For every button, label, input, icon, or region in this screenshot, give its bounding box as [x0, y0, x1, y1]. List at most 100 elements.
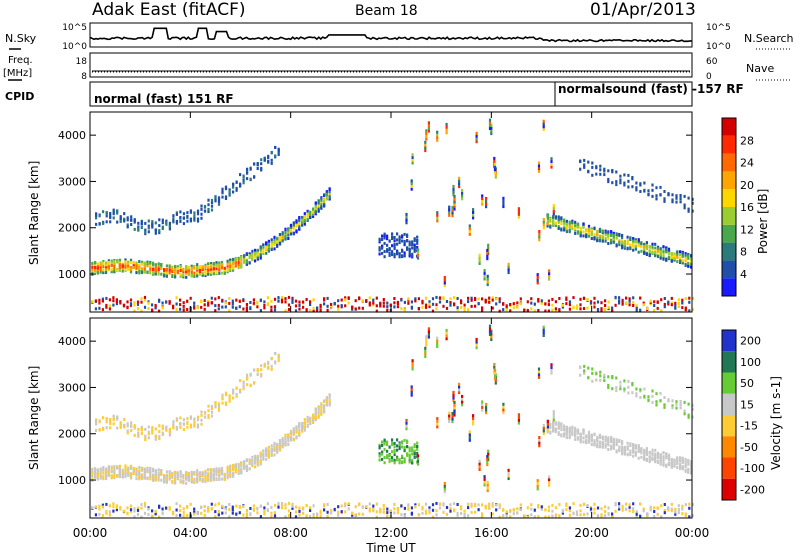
velocity-cell: [368, 509, 371, 513]
power-cell: [546, 224, 549, 228]
power-cell: [601, 229, 604, 233]
velocity-cell: [611, 387, 614, 391]
velocity-cell: [99, 476, 102, 480]
velocity-cell: [254, 460, 257, 463]
power-cell: [475, 134, 478, 138]
power-cell: [312, 213, 315, 217]
power-cell: [340, 304, 343, 308]
power-cell: [265, 245, 268, 249]
power-cell: [654, 251, 657, 255]
colorbar-swatch: [722, 415, 736, 437]
velocity-cell: [421, 505, 424, 509]
velocity-cell: [127, 466, 130, 470]
power-cell: [301, 216, 304, 220]
power-cell: [468, 232, 471, 236]
velocity-cell: [667, 458, 671, 461]
velocity-cell: [295, 435, 298, 439]
velocity-cell: [147, 425, 150, 429]
velocity-cell: [407, 503, 410, 507]
power-cell: [571, 224, 574, 228]
power-cell: [659, 252, 662, 255]
velocity-cell: [187, 479, 190, 482]
power-cell: [393, 301, 396, 305]
power-cell: [546, 222, 549, 226]
velocity-cell: [538, 441, 541, 445]
velocity-cell: [413, 454, 416, 458]
velocity-cell: [400, 513, 403, 517]
power-cell: [610, 232, 613, 236]
velocity-cell: [383, 438, 386, 442]
power-cell: [109, 212, 112, 215]
velocity-cell: [138, 475, 141, 479]
power-cell: [427, 126, 430, 130]
velocity-cell: [107, 473, 110, 477]
velocity-cell: [260, 368, 263, 372]
power-cell: [379, 302, 382, 306]
velocity-cell: [558, 503, 561, 506]
power-cell: [317, 201, 320, 205]
velocity-cell: [604, 510, 607, 513]
power-cell: [152, 267, 155, 271]
power-cell: [436, 219, 439, 223]
velocity-cell: [212, 473, 215, 477]
power-cell: [552, 209, 555, 213]
power-cell: [147, 230, 150, 234]
power-cell: [337, 299, 340, 303]
power-cell: [270, 309, 273, 312]
velocity-cell: [614, 509, 617, 513]
colorbar-swatch: [722, 242, 736, 261]
velocity-cell: [640, 448, 643, 452]
power-cell: [204, 272, 207, 276]
power-cell: [411, 153, 414, 157]
velocity-cell: [116, 466, 119, 470]
power-cell: [485, 196, 488, 200]
power-cell: [533, 302, 536, 306]
power-cell: [386, 237, 389, 241]
velocity-cell: [256, 455, 259, 459]
velocity-cell: [130, 429, 133, 432]
power-cell: [615, 180, 618, 184]
power-cell: [263, 306, 266, 310]
velocity-cell: [158, 504, 161, 508]
power-cell: [575, 307, 579, 310]
velocity-cell: [453, 509, 456, 513]
velocity-cell: [165, 480, 168, 484]
power-cell: [303, 219, 306, 223]
velocity-cell: [182, 514, 185, 518]
velocity-cell: [625, 507, 628, 511]
power-cell: [388, 247, 391, 251]
velocity-cell: [401, 454, 404, 458]
velocity-cell: [243, 463, 246, 467]
power-cell: [670, 255, 673, 259]
velocity-cell: [298, 428, 301, 432]
velocity-cell: [472, 416, 475, 420]
velocity-cell: [604, 445, 607, 449]
velocity-cell: [403, 514, 406, 518]
power-cell: [193, 214, 196, 218]
velocity-cell: [179, 478, 182, 482]
power-cell: [190, 274, 193, 278]
velocity-cell: [691, 403, 694, 407]
power-cell: [95, 212, 98, 216]
power-cell: [639, 182, 642, 186]
velocity-cell: [587, 376, 590, 380]
power-cell: [604, 299, 607, 303]
velocity-cell: [643, 457, 646, 460]
power-cell: [215, 271, 218, 275]
velocity-cell: [284, 506, 287, 510]
velocity-cell: [161, 424, 164, 428]
power-cell: [312, 298, 315, 302]
power-cell: [302, 300, 305, 304]
power-cell: [163, 273, 166, 277]
power-cell: [542, 119, 545, 123]
velocity-cell: [593, 439, 596, 443]
power-cell: [133, 303, 136, 307]
velocity-cell: [688, 515, 691, 519]
power-cell: [667, 252, 671, 255]
velocity-cell: [160, 473, 163, 476]
velocity-cell: [651, 400, 654, 404]
power-cell: [94, 307, 97, 311]
power-cell: [614, 295, 617, 299]
power-cell: [579, 159, 582, 163]
velocity-cell: [674, 512, 677, 516]
